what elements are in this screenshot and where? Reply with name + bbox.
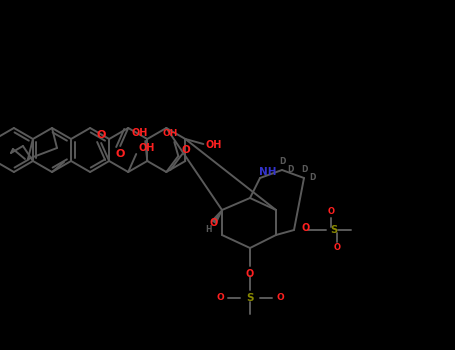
Text: O: O bbox=[96, 130, 106, 140]
Text: O: O bbox=[276, 294, 284, 302]
Text: O: O bbox=[334, 244, 340, 252]
Text: O: O bbox=[210, 217, 218, 228]
Polygon shape bbox=[212, 210, 222, 223]
Text: O: O bbox=[302, 223, 310, 233]
Text: H: H bbox=[205, 225, 211, 234]
Text: S: S bbox=[246, 293, 254, 303]
Text: OH: OH bbox=[138, 143, 154, 153]
Text: D: D bbox=[309, 174, 315, 182]
Text: S: S bbox=[330, 225, 338, 235]
Text: O: O bbox=[246, 269, 254, 279]
Text: O: O bbox=[328, 208, 334, 217]
Text: O: O bbox=[182, 145, 191, 155]
Text: O: O bbox=[116, 149, 125, 159]
Text: D: D bbox=[287, 166, 293, 175]
Text: OH: OH bbox=[205, 140, 222, 150]
Text: D: D bbox=[279, 158, 285, 167]
Text: O: O bbox=[216, 294, 224, 302]
Text: OH: OH bbox=[162, 130, 178, 139]
Text: OH: OH bbox=[131, 128, 147, 138]
Text: D: D bbox=[301, 166, 307, 175]
Text: NH: NH bbox=[259, 167, 277, 177]
